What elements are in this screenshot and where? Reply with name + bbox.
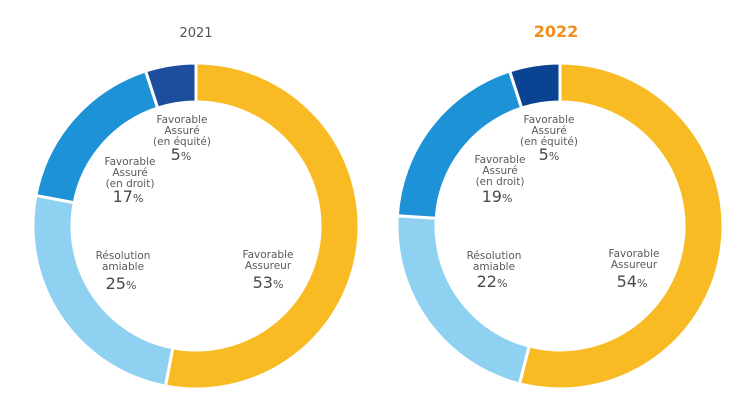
slice-label-line: Assuré	[112, 167, 147, 179]
slice-value: 17	[113, 187, 133, 206]
slice-label-line: (en droit)	[106, 178, 155, 190]
slice-favorable-assureur-2022	[517, 61, 725, 391]
slice-value: 25	[106, 274, 126, 293]
slice-value: 53	[253, 273, 273, 292]
slice-value: 5	[171, 145, 181, 164]
slice-favorable-assure-equite-2021	[143, 61, 198, 110]
slice-label-line: Favorable	[157, 114, 208, 126]
slice-label-line: Assuré	[482, 165, 517, 177]
slice-favorable-assureur-2021	[163, 61, 361, 391]
slice-label-line: Assuré	[164, 125, 199, 137]
donut-ring	[31, 61, 361, 391]
donut-chart-2022: 2022 FavorableAssureur54%Résolutionamiab…	[395, 22, 725, 391]
chart-title-2021: 2021	[179, 26, 212, 41]
slice-value: 5	[539, 145, 549, 164]
slice-label-line: Favorable	[105, 156, 156, 168]
slice-label-line: amiable	[102, 261, 144, 273]
slice-value: 22	[477, 272, 497, 291]
slice-unit: %	[181, 150, 191, 163]
slice-label-line: Résolution	[467, 250, 522, 262]
slice-unit: %	[502, 192, 512, 205]
slice-label-line: Assuré	[531, 125, 566, 137]
slice-label-line: (en droit)	[476, 176, 525, 188]
slice-unit: %	[133, 192, 143, 205]
slice-label-line: Favorable	[609, 248, 660, 260]
slice-label-line: Favorable	[243, 249, 294, 261]
slice-percentage: 54%	[617, 272, 648, 291]
slice-percentage: 25%	[106, 274, 137, 293]
slice-label-line: amiable	[473, 261, 515, 273]
slice-unit: %	[126, 279, 136, 292]
slice-label-line: Assureur	[245, 260, 292, 272]
slice-label-line: Favorable	[475, 154, 526, 166]
slice-percentage: 22%	[477, 272, 508, 291]
slice-unit: %	[549, 150, 559, 163]
slice-unit: %	[273, 278, 283, 291]
slice-label-line: (en équité)	[520, 136, 578, 148]
slice-percentage: 19%	[482, 187, 513, 206]
slice-unit: %	[497, 277, 507, 290]
slice-label-line: Résolution	[96, 250, 151, 262]
slice-percentage: 5%	[539, 145, 560, 164]
slice-label-line: (en équité)	[153, 136, 211, 148]
slice-percentage: 5%	[171, 145, 192, 164]
slice-resolution-amiable-2022	[395, 214, 531, 386]
slice-percentage: 53%	[253, 273, 284, 292]
slice-favorable-assure-equite-2022	[507, 61, 562, 110]
slice-percentage: 17%	[113, 187, 144, 206]
slice-label-line: Assureur	[611, 259, 658, 271]
donut-chart-2021: 2021 FavorableAssureur53%Résolutionamiab…	[31, 26, 361, 391]
slice-unit: %	[637, 277, 647, 290]
slice-value: 19	[482, 187, 502, 206]
slice-resolution-amiable-2021	[31, 193, 175, 388]
slice-label-line: Favorable	[524, 114, 575, 126]
slice-value: 54	[617, 272, 637, 291]
chart-title-2022: 2022	[534, 22, 579, 41]
donut-ring	[395, 61, 725, 391]
